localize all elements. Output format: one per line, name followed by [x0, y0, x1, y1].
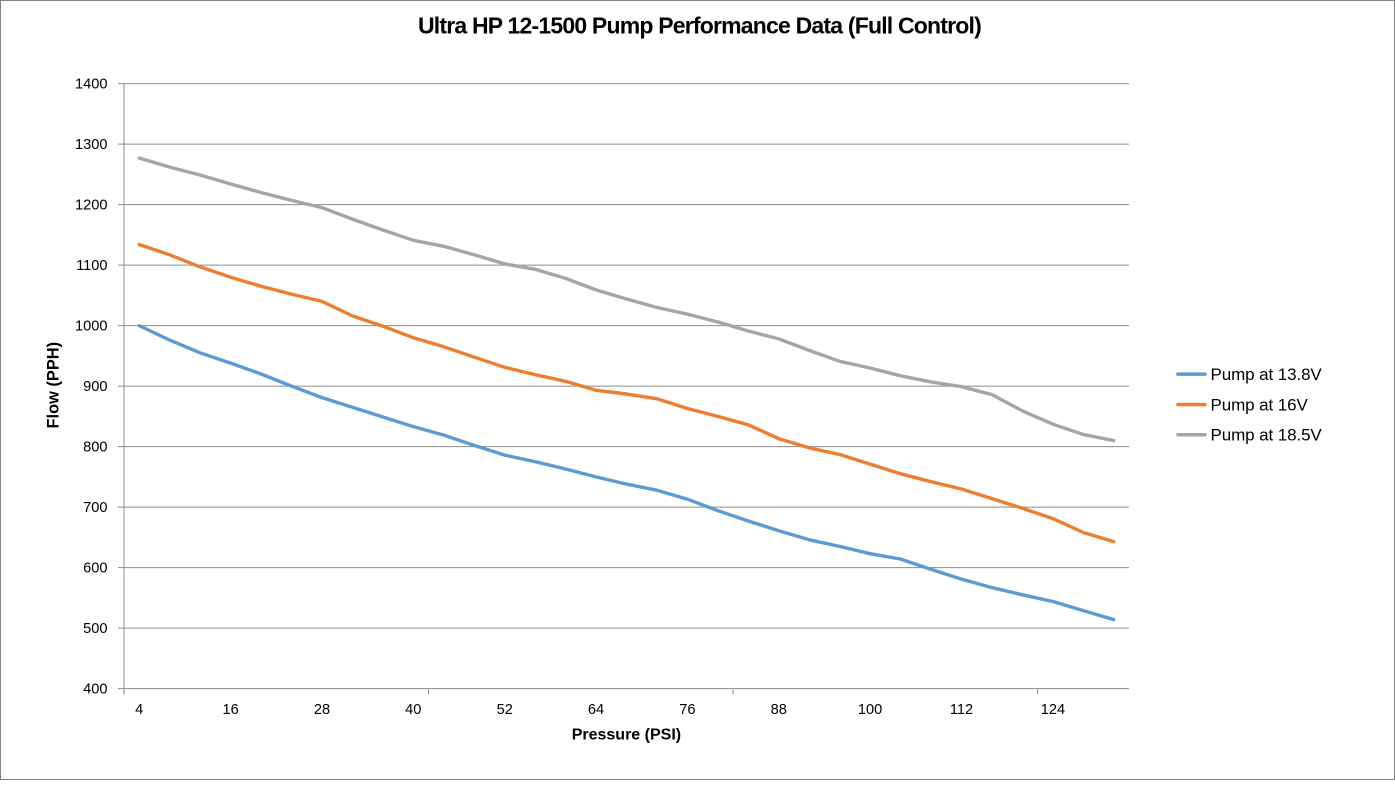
svg-text:88: 88 — [771, 702, 787, 718]
svg-text:64: 64 — [588, 702, 604, 718]
svg-text:800: 800 — [83, 439, 107, 455]
svg-text:Ultra HP 12-1500 Pump Performa: Ultra HP 12-1500 Pump Performance Data (… — [418, 12, 981, 38]
svg-text:1000: 1000 — [75, 318, 107, 334]
svg-text:40: 40 — [405, 702, 421, 718]
svg-text:16: 16 — [222, 702, 238, 718]
svg-text:4: 4 — [135, 702, 143, 718]
svg-text:1200: 1200 — [75, 197, 107, 213]
svg-text:900: 900 — [83, 379, 107, 395]
svg-text:700: 700 — [83, 500, 107, 516]
svg-text:600: 600 — [83, 560, 107, 576]
svg-text:1400: 1400 — [75, 76, 107, 92]
svg-text:Pump at 18.5V: Pump at 18.5V — [1211, 426, 1323, 445]
svg-text:76: 76 — [679, 702, 695, 718]
svg-text:1300: 1300 — [75, 137, 107, 153]
svg-text:100: 100 — [858, 702, 882, 718]
svg-text:112: 112 — [950, 702, 973, 718]
svg-text:52: 52 — [497, 702, 513, 718]
svg-text:28: 28 — [314, 702, 330, 718]
svg-text:500: 500 — [83, 621, 107, 637]
svg-text:Pump at 16V: Pump at 16V — [1211, 395, 1309, 414]
svg-text:Pressure (PSI): Pressure (PSI) — [572, 727, 681, 744]
svg-text:Pump at 13.8V: Pump at 13.8V — [1211, 365, 1323, 384]
svg-text:400: 400 — [83, 681, 107, 697]
svg-text:Flow (PPH): Flow (PPH) — [45, 342, 63, 429]
svg-text:1100: 1100 — [76, 258, 107, 274]
svg-text:124: 124 — [1041, 702, 1065, 718]
